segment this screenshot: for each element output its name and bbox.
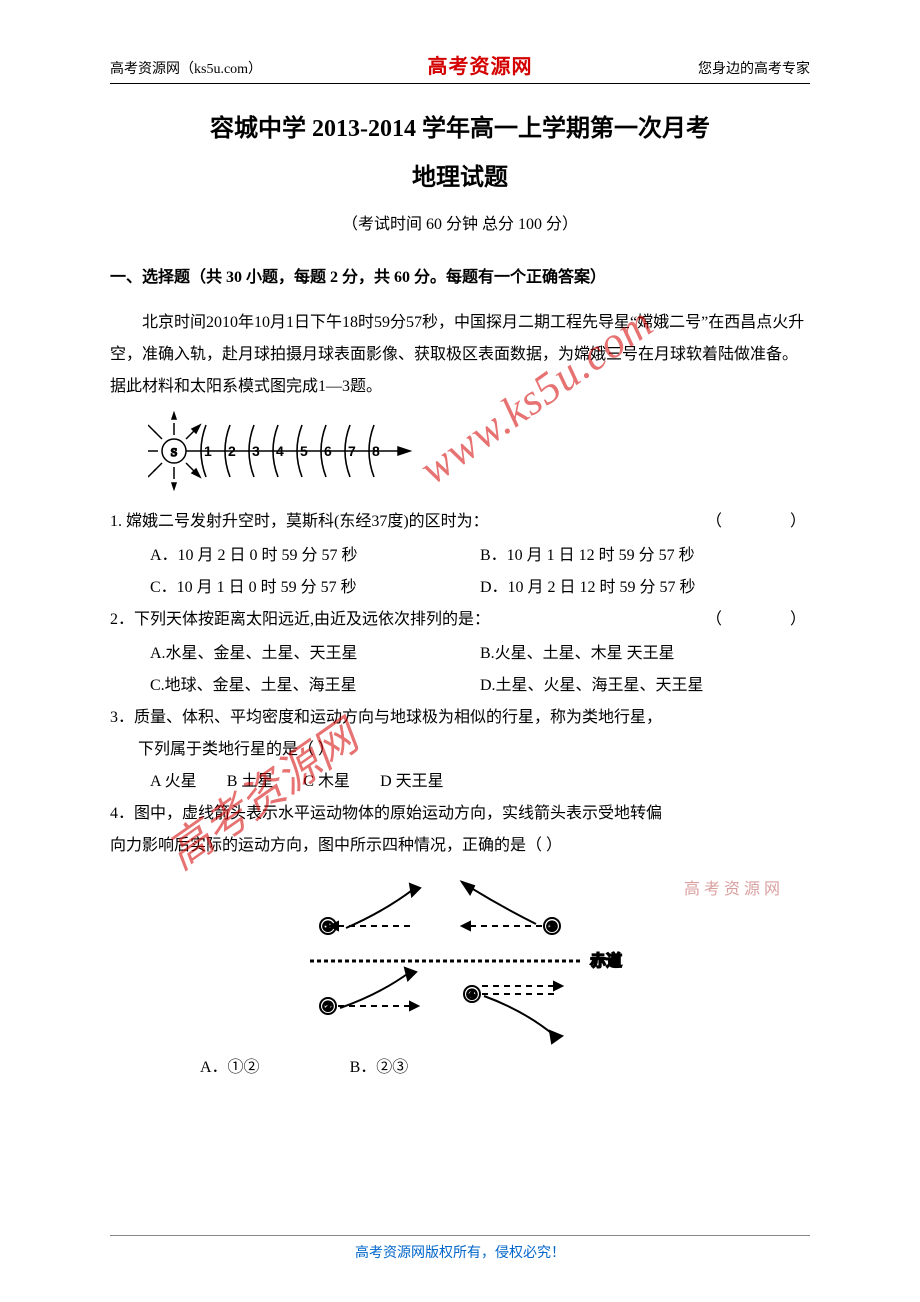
- page-footer: 高考资源网版权所有，侵权必究！: [110, 1235, 810, 1262]
- section-heading-1-text: 一、选择题（共 30 小题，每题 2 分，共 60 分。每题有一个正确答案）: [110, 269, 606, 286]
- q4-line1: 4．图中，虚线箭头表示水平运动物体的原始运动方向，实线箭头表示受地转偏: [110, 798, 810, 830]
- exam-subject: 地理试题: [110, 157, 810, 192]
- question-1-slot: （ ）: [706, 506, 810, 538]
- exam-meta: （考试时间 60 分钟 总分 100 分）: [110, 210, 810, 234]
- passage-1: 北京时间2010年10月1日下午18时59分57秒，中国探月二期工程先导星“嫦娥…: [110, 307, 810, 403]
- question-4-options: A．①② B．②③: [200, 1052, 810, 1084]
- question-1: 1. 嫦娥二号发射升空时，莫斯科(东经37度)的区时为： （ ）: [110, 506, 810, 538]
- sun-label: S: [171, 445, 178, 459]
- question-2-slot: （ ）: [706, 604, 810, 636]
- watermark-small: 高 考 资 源 网: [684, 875, 780, 899]
- q4-line2: 向力影响后实际的运动方向，图中所示四种情况，正确的是（ ）: [110, 830, 810, 862]
- svg-text:③: ③: [546, 919, 558, 934]
- question-2-options: A.水星、金星、土星、天王星 B.火星、土星、木星 天王星 C.地球、金星、土星…: [150, 638, 810, 702]
- q4-opt-b: B．②③: [350, 1052, 409, 1084]
- q2-opt-c: C.地球、金星、土星、海王星: [150, 670, 480, 702]
- q3-line2: 下列属于类地行星的是（ ）: [138, 734, 810, 766]
- q1-opt-c: C．10 月 1 日 0 时 59 分 57 秒: [150, 572, 480, 604]
- q3-opt-c: C 木星: [303, 766, 350, 798]
- question-2: 2．下列天体按距离太阳远近,由近及远依次排列的是： （ ）: [110, 604, 810, 636]
- solar-system-diagram: S 1234 5678: [148, 411, 810, 496]
- q2-opt-a: A.水星、金星、土星、天王星: [150, 638, 480, 670]
- page-container: 高考资源网（ks5u.com） 高考资源网 您身边的高考专家 容城中学 2013…: [0, 0, 920, 1302]
- question-1-text: 1. 嫦娥二号发射升空时，莫斯科(东经37度)的区时为：: [110, 506, 706, 538]
- q3-opt-d: D 天王星: [380, 766, 444, 798]
- header-left: 高考资源网（ks5u.com）: [110, 58, 262, 78]
- question-1-options: A．10 月 2 日 0 时 59 分 57 秒 B．10 月 1 日 12 时…: [150, 540, 810, 604]
- equator-label: 赤道: [590, 952, 622, 970]
- page-header: 高考资源网（ks5u.com） 高考资源网 您身边的高考专家: [110, 50, 810, 84]
- question-3-options: A 火星 B 土星 C 木星 D 天王星: [150, 766, 810, 798]
- question-2-text: 2．下列天体按距离太阳远近,由近及远依次排列的是：: [110, 604, 706, 636]
- q3-line1: 3．质量、体积、平均密度和运动方向与地球极为相似的行星，称为类地行星，: [110, 702, 810, 734]
- q1-opt-a: A．10 月 2 日 0 时 59 分 57 秒: [150, 540, 480, 572]
- coriolis-diagram: 赤道 ① ③ ② ④: [110, 876, 810, 1046]
- q4-opt-a: A．①②: [200, 1052, 260, 1084]
- q3-opt-b: B 土星: [227, 766, 274, 798]
- svg-text:②: ②: [322, 999, 334, 1014]
- q1-opt-b: B．10 月 1 日 12 时 59 分 57 秒: [480, 540, 810, 572]
- svg-text:④: ④: [466, 987, 478, 1002]
- q3-opt-a: A 火星: [150, 766, 197, 798]
- q2-opt-d: D.土星、火星、海王星、天王星: [480, 670, 810, 702]
- exam-title: 容城中学 2013-2014 学年高一上学期第一次月考: [110, 108, 810, 143]
- header-right: 您身边的高考专家: [698, 58, 810, 78]
- question-3: 3．质量、体积、平均密度和运动方向与地球极为相似的行星，称为类地行星， 下列属于…: [110, 702, 810, 766]
- header-brand: 高考资源网: [428, 50, 533, 79]
- question-4: 4．图中，虚线箭头表示水平运动物体的原始运动方向，实线箭头表示受地转偏 向力影响…: [110, 798, 810, 862]
- q1-opt-d: D．10 月 2 日 12 时 59 分 57 秒: [480, 572, 810, 604]
- q2-opt-b: B.火星、土星、木星 天王星: [480, 638, 810, 670]
- section-heading-1: 一、选择题（共 30 小题，每题 2 分，共 60 分。每题有一个正确答案）: [110, 264, 810, 291]
